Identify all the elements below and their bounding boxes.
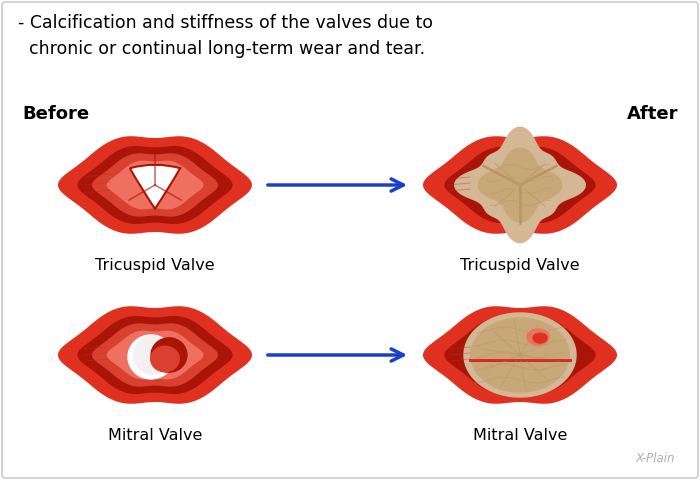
Polygon shape: [92, 153, 218, 216]
Polygon shape: [470, 318, 569, 392]
Polygon shape: [78, 316, 232, 394]
Polygon shape: [106, 331, 204, 379]
Text: Mitral Valve: Mitral Valve: [108, 428, 202, 443]
Ellipse shape: [533, 333, 547, 343]
Polygon shape: [423, 306, 617, 404]
Text: Tricuspid Valve: Tricuspid Valve: [460, 258, 580, 273]
Polygon shape: [444, 317, 596, 393]
Text: Before: Before: [22, 105, 89, 123]
Ellipse shape: [128, 335, 174, 379]
Polygon shape: [444, 147, 596, 223]
Ellipse shape: [134, 336, 173, 374]
Text: Mitral Valve: Mitral Valve: [473, 428, 567, 443]
PathPatch shape: [130, 165, 180, 209]
Ellipse shape: [527, 329, 549, 345]
Ellipse shape: [150, 346, 179, 372]
Polygon shape: [92, 324, 218, 387]
Text: After: After: [626, 105, 678, 123]
Polygon shape: [58, 136, 252, 234]
Ellipse shape: [151, 338, 187, 372]
Polygon shape: [106, 161, 204, 209]
Polygon shape: [423, 136, 617, 234]
Text: - Calcification and stiffness of the valves due to
  chronic or continual long-t: - Calcification and stiffness of the val…: [18, 14, 433, 59]
Polygon shape: [58, 306, 252, 404]
Polygon shape: [477, 147, 563, 223]
Polygon shape: [454, 127, 586, 243]
Text: X-Plain: X-Plain: [636, 452, 675, 465]
Polygon shape: [78, 146, 232, 224]
Polygon shape: [464, 313, 576, 397]
Text: Tricuspid Valve: Tricuspid Valve: [95, 258, 215, 273]
